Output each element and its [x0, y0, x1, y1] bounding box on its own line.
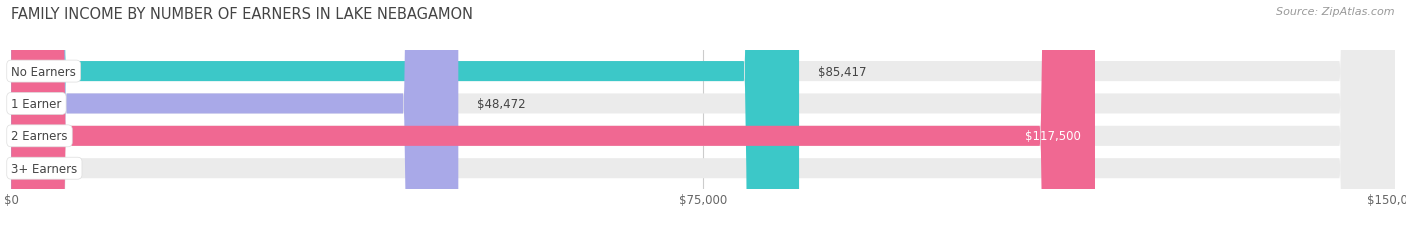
FancyBboxPatch shape: [11, 0, 1395, 231]
Text: 3+ Earners: 3+ Earners: [11, 162, 77, 175]
FancyBboxPatch shape: [11, 0, 1095, 231]
Text: $85,417: $85,417: [817, 65, 866, 78]
FancyBboxPatch shape: [11, 0, 799, 231]
Text: 2 Earners: 2 Earners: [11, 130, 67, 143]
Text: $0: $0: [30, 162, 45, 175]
Text: No Earners: No Earners: [11, 65, 76, 78]
Text: 1 Earner: 1 Earner: [11, 97, 62, 110]
Text: Source: ZipAtlas.com: Source: ZipAtlas.com: [1277, 7, 1395, 17]
Text: FAMILY INCOME BY NUMBER OF EARNERS IN LAKE NEBAGAMON: FAMILY INCOME BY NUMBER OF EARNERS IN LA…: [11, 7, 474, 22]
FancyBboxPatch shape: [11, 0, 1395, 231]
Text: $48,472: $48,472: [477, 97, 526, 110]
FancyBboxPatch shape: [11, 0, 458, 231]
FancyBboxPatch shape: [11, 0, 1395, 231]
FancyBboxPatch shape: [11, 0, 1395, 231]
Text: $117,500: $117,500: [1025, 130, 1081, 143]
